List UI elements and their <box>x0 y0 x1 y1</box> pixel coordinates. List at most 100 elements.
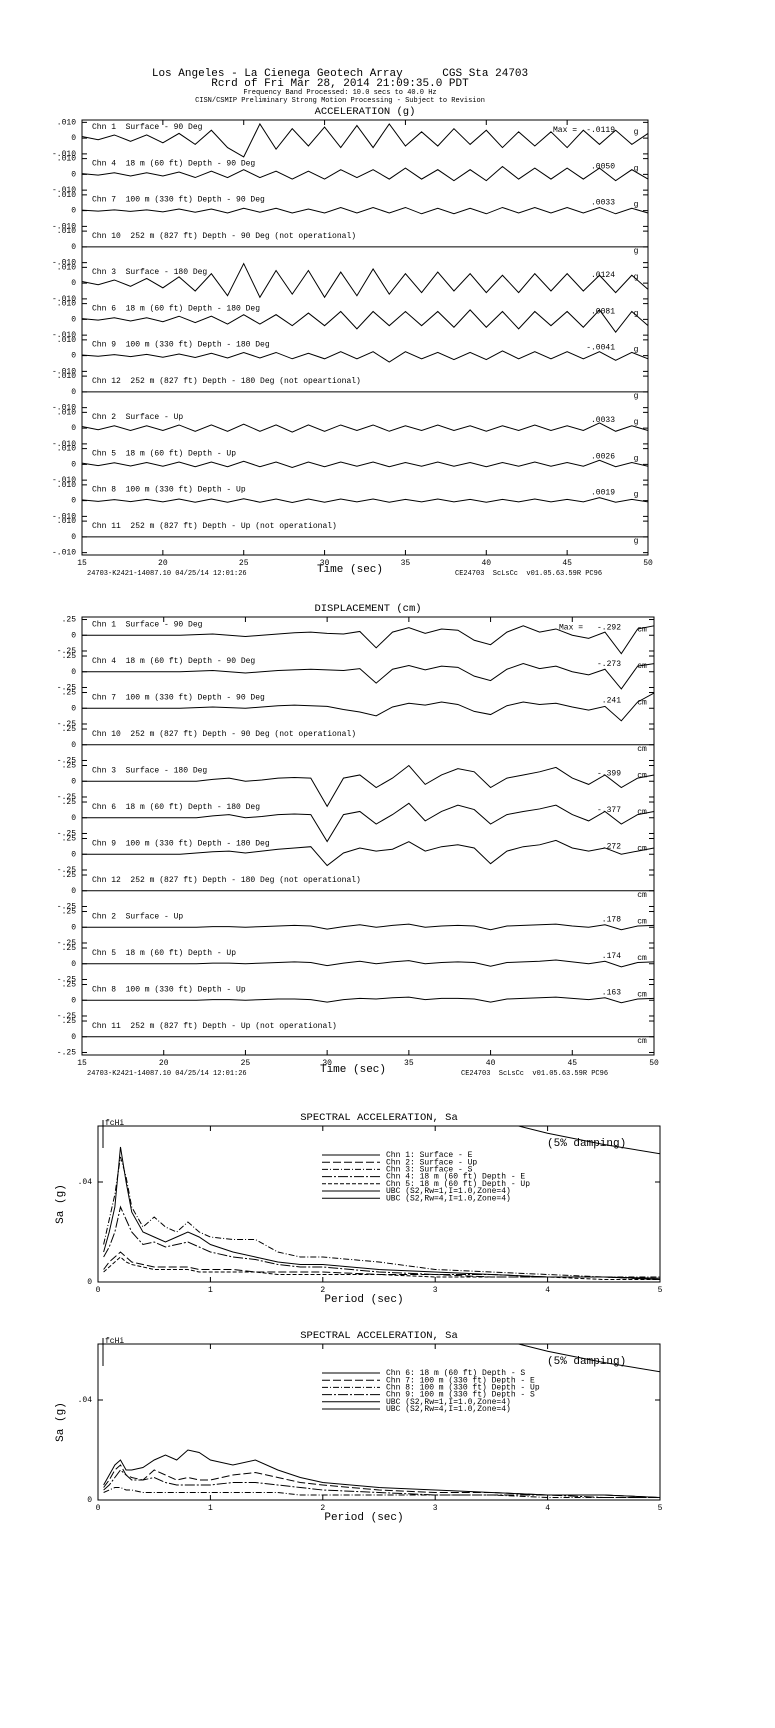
x-tick-label: 5 <box>658 1286 663 1295</box>
trace <box>81 422 649 433</box>
x-tick-label: 3 <box>433 1286 438 1295</box>
peak-label: .174 <box>602 952 621 961</box>
plot-frame <box>81 119 649 556</box>
trace <box>81 165 649 182</box>
footer-left: 24703-K2421-14087.10 04/25/14 12:01:26 <box>87 1070 247 1078</box>
y-tick-label: 0 <box>71 777 76 786</box>
legend-label: UBC (S2,Rw=4,I=1.0,Zone=4) <box>386 1405 511 1414</box>
y-tick-label: -.010 <box>52 331 76 340</box>
y-tick-label: .010 <box>57 118 76 127</box>
channel-label: Chn 7 100 m (330 ft) Depth - 90 Deg <box>92 693 265 702</box>
peak-label: .0033 <box>591 199 615 208</box>
y-tick-label: -.25 <box>57 757 76 766</box>
trace <box>82 923 655 931</box>
peak-label: .0081 <box>591 307 615 316</box>
y-tick-label: 0 <box>71 814 76 823</box>
x-axis-label: Period (sec) <box>324 1512 403 1524</box>
y-tick-label: .25 <box>62 762 77 771</box>
y-tick-label: 0 <box>71 533 76 542</box>
x-tick-label: 50 <box>643 559 653 568</box>
annotation-damping: (5% damping) <box>547 1356 626 1368</box>
y-axis-label: Sa (g) <box>55 1184 67 1224</box>
y-tick-label: .25 <box>62 652 77 661</box>
y-tick-label: -.25 <box>57 866 76 875</box>
peak-label: .0124 <box>591 271 615 280</box>
y-tick-label: .010 <box>57 372 76 381</box>
unit-label: g <box>634 164 639 173</box>
y-tick-label: -.010 <box>52 404 76 413</box>
unit-label: g <box>634 418 639 427</box>
peak-label: -.377 <box>597 806 621 815</box>
y-tick-label: -.25 <box>57 903 76 912</box>
y-tick-label: .25 <box>62 944 77 953</box>
chart-title: ACCELERATION (g) <box>315 106 416 118</box>
y-tick-label: -.010 <box>52 150 76 159</box>
chart-title: SPECTRAL ACCELERATION, Sa <box>300 1112 458 1124</box>
unit-label: cm <box>637 954 647 963</box>
y-tick-label: -.25 <box>57 684 76 693</box>
trace <box>82 764 655 808</box>
legend-label: Chn 6: 18 m (60 ft) Depth - S <box>386 1369 525 1378</box>
channel-label: Chn 8 100 m (330 ft) Depth - Up <box>92 486 246 495</box>
unit-label: cm <box>637 990 647 999</box>
y-tick-label: -.010 <box>52 476 76 485</box>
legend-label: UBC (S2,Rw=1,I=1.0,Zone=4) <box>386 1187 511 1196</box>
annotation-fchi: fcHi <box>105 1337 124 1346</box>
trace <box>81 206 649 215</box>
peak-label: .178 <box>602 915 621 924</box>
x-tick-label: 0 <box>96 1504 101 1513</box>
unit-label: cm <box>637 745 647 754</box>
channel-label: Chn 3 Surface - 180 Deg <box>92 766 207 775</box>
header-note: CISN/CSMIP Preliminary Strong Motion Pro… <box>195 97 485 105</box>
y-tick-label: .25 <box>62 798 77 807</box>
x-tick-label: 35 <box>404 1059 414 1068</box>
x-tick-label: 30 <box>322 1059 332 1068</box>
unit-label: cm <box>637 771 647 780</box>
unit-label: cm <box>637 1037 647 1046</box>
peak-label: .163 <box>602 988 621 997</box>
channel-label: Chn 3 Surface - 180 Deg <box>92 268 207 277</box>
y-tick-label: .25 <box>62 1017 77 1026</box>
footer-left: 24703-K2421-14087.10 04/25/14 12:01:26 <box>87 570 247 578</box>
trace <box>81 497 649 504</box>
unit-label: g <box>634 201 639 210</box>
channel-label: Chn 2 Surface - Up <box>92 912 183 921</box>
channel-label: Chn 5 18 m (60 ft) Depth - Up <box>92 449 236 458</box>
x-tick-label: 5 <box>658 1504 663 1513</box>
channel-label: Chn 6 18 m (60 ft) Depth - 180 Deg <box>92 803 260 812</box>
y-tick-label: .010 <box>57 336 76 345</box>
y-tick-label: .25 <box>62 616 77 625</box>
channel-label: Chn 8 100 m (330 ft) Depth - Up <box>92 985 246 994</box>
peak-label: .0019 <box>591 489 615 498</box>
channel-label: Chn 12 252 m (827 ft) Depth - 180 Deg (n… <box>92 377 361 386</box>
header-record: Rcrd of Fri Mar 28, 2014 21:09:35.0 PDT <box>211 78 469 90</box>
y-tick-label: -.25 <box>57 1012 76 1021</box>
max-prefix: Max = <box>553 126 577 135</box>
y-tick-label: .010 <box>57 517 76 526</box>
legend-label: Chn 1: Surface - E <box>386 1151 473 1160</box>
x-axis-label: Time (sec) <box>320 1064 386 1076</box>
y-tick-label: .04 <box>78 1178 93 1187</box>
x-axis-label: Period (sec) <box>324 1294 403 1306</box>
x-tick-label: 4 <box>545 1504 550 1513</box>
chart-title: SPECTRAL ACCELERATION, Sa <box>300 1330 458 1342</box>
x-tick-label: 30 <box>320 559 330 568</box>
y-tick-label: .010 <box>57 227 76 236</box>
y-tick-label: 0 <box>71 996 76 1005</box>
x-tick-label: 15 <box>77 559 87 568</box>
x-tick-label: 2 <box>320 1286 325 1295</box>
channel-label: Chn 1 Surface - 90 Deg <box>92 620 203 629</box>
x-tick-label: 1 <box>208 1286 213 1295</box>
y-tick-label: 0 <box>71 243 76 252</box>
footer-right: CE24703 ScLsCc v01.05.63.59R PC96 <box>461 1070 608 1078</box>
y-tick-label: -.25 <box>57 720 76 729</box>
x-tick-label: 50 <box>649 1059 659 1068</box>
x-tick-label: 2 <box>320 1504 325 1513</box>
peak-label: .0033 <box>591 416 615 425</box>
annotation-fchi: fcHi <box>105 1119 124 1128</box>
channel-label: Chn 11 252 m (827 ft) Depth - Up (not op… <box>92 522 337 531</box>
peak-label: .0026 <box>591 452 615 461</box>
x-tick-label: 15 <box>77 1059 87 1068</box>
y-tick-label: 0 <box>71 741 76 750</box>
legend-label: Chn 5: 18 m (60 ft) Depth - Up <box>386 1180 530 1189</box>
